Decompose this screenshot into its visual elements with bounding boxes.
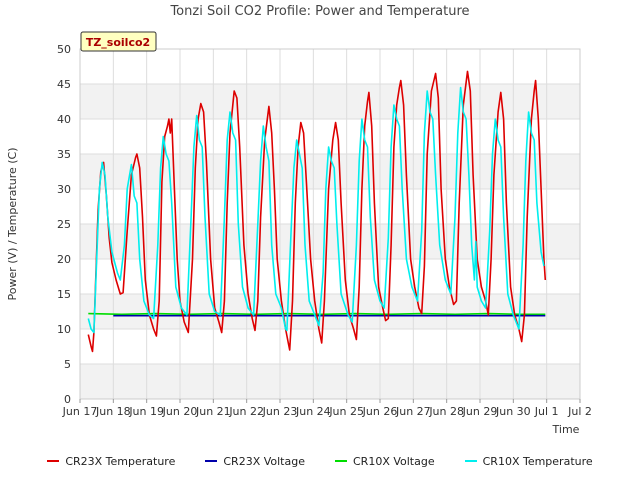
legend-item-cr23x-temperature: CR23X Temperature	[47, 452, 175, 470]
x-tick-label: Jun 25	[328, 405, 364, 418]
series-line-cr10x-voltage	[88, 312, 546, 316]
chart-title: Tonzi Soil CO2 Profile: Power and Temper…	[169, 4, 469, 19]
x-tick-label: Jun 20	[162, 405, 198, 418]
legend: CR23X Temperature CR23X Voltage CR10X Vo…	[0, 452, 640, 470]
y-tick-label: 5	[64, 358, 71, 371]
x-tick-label: Jun 24	[295, 405, 331, 418]
series-line-cr10x-temperature	[87, 86, 545, 334]
grid-band	[80, 224, 580, 259]
x-tick-label: Jun 30	[495, 405, 531, 418]
x-tick-label: Jul 2	[567, 405, 592, 418]
legend-swatch	[205, 460, 218, 462]
x-tick-label: Jun 26	[362, 405, 398, 418]
legend-label: CR23X Voltage	[223, 454, 305, 468]
y-tick-label: 0	[64, 393, 71, 406]
x-tick-label: Jul 1	[534, 405, 559, 418]
y-tick-label: 10	[57, 323, 71, 336]
legend-item-cr10x-voltage: CR10X Voltage	[335, 452, 435, 470]
legend-swatch	[335, 460, 347, 462]
legend-label: CR10X Temperature	[482, 454, 593, 468]
y-tick-label: 15	[57, 288, 71, 301]
x-tick-label: Jun 28	[428, 405, 464, 418]
legend-swatch	[464, 460, 477, 462]
x-tick-label: Jun 22	[228, 405, 264, 418]
x-tick-label: Jun 23	[262, 405, 298, 418]
x-axis-label: Time	[552, 423, 580, 436]
grid-band	[80, 294, 580, 329]
legend-label: CR23X Temperature	[65, 454, 176, 468]
x-tick-label: Jun 29	[462, 405, 498, 418]
plot-area	[79, 48, 581, 400]
x-tick-label: Jun 19	[128, 405, 164, 418]
x-tick-label: Jun 18	[95, 405, 131, 418]
site-label-badge: TZ_soilco2	[80, 31, 157, 52]
grid-band	[80, 84, 580, 119]
site-label-text: TZ_soilco2	[86, 36, 150, 49]
x-tick-label: Jun 21	[195, 405, 231, 418]
grid-band	[80, 364, 580, 399]
legend-label: CR10X Voltage	[353, 454, 435, 468]
y-tick-label: 40	[57, 113, 71, 126]
y-tick-label: 30	[57, 183, 71, 196]
y-tick-label: 50	[57, 43, 71, 56]
legend-item-cr10x-temperature: CR10X Temperature	[464, 452, 593, 470]
legend-swatch	[47, 460, 60, 462]
x-tick-label: Jun 17	[62, 405, 98, 418]
x-tick-label: Jun 27	[395, 405, 431, 418]
legend-item-cr23x-voltage: CR23X Voltage	[205, 452, 305, 470]
y-tick-label: 20	[57, 253, 71, 266]
y-tick-label: 25	[57, 218, 71, 231]
series-line-cr23x-temperature	[87, 70, 547, 353]
y-axis-label: Power (V) / Temperature (C)	[6, 147, 19, 300]
y-tick-label: 35	[57, 148, 71, 161]
y-tick-label: 45	[57, 78, 71, 91]
